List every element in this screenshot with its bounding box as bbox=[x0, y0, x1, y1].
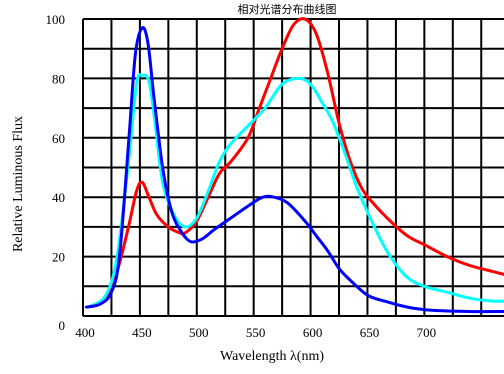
x-tick-label: 550 bbox=[246, 325, 266, 340]
x-tick-label: 700 bbox=[417, 325, 437, 340]
x-tick-label: 400 bbox=[75, 325, 95, 340]
y-tick-label: 100 bbox=[46, 12, 66, 27]
y-tick-label: 80 bbox=[52, 71, 65, 86]
series-line-2 bbox=[87, 73, 504, 309]
x-tick-label: 450 bbox=[132, 325, 152, 340]
y-tick-label: 60 bbox=[52, 131, 65, 146]
y-tick-labels: 0 20 40 60 80 100 bbox=[46, 12, 66, 333]
x-tick-label: 600 bbox=[303, 325, 323, 340]
grid-lines bbox=[82, 18, 504, 317]
x-tick-label: 650 bbox=[360, 325, 380, 340]
series-lines bbox=[84, 17, 504, 314]
chart-title: 相对光谱分布曲线图 bbox=[238, 2, 337, 16]
x-tick-labels: 400 450 500 550 600 650 700 bbox=[75, 325, 436, 340]
y-tick-label: 40 bbox=[52, 190, 65, 205]
x-axis-label: Wavelength λ(nm) bbox=[220, 349, 324, 364]
y-tick-label: 0 bbox=[59, 318, 66, 333]
y-tick-label: 20 bbox=[52, 250, 65, 265]
series-line-3 bbox=[84, 26, 504, 314]
series-line-1 bbox=[87, 17, 504, 309]
y-axis-label: Relative Luminous Flux bbox=[11, 116, 26, 252]
x-tick-label: 500 bbox=[189, 325, 209, 340]
